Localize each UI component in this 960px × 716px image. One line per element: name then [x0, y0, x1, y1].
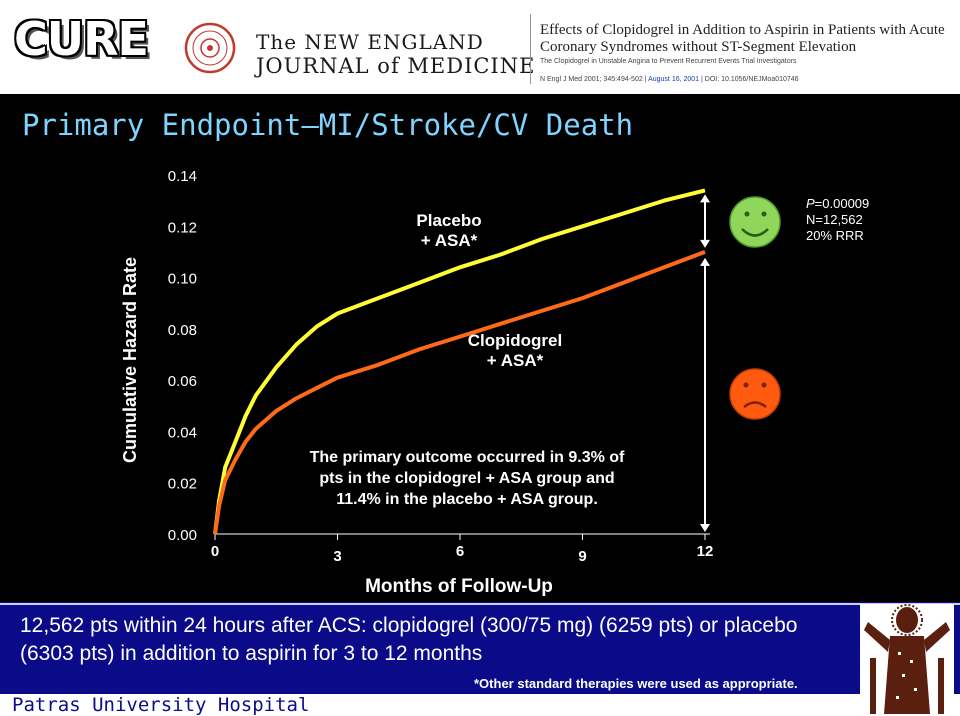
citation-doi: | DOI: 10.1056/NEJMoa010746	[701, 76, 799, 83]
article-citation: N Engl J Med 2001; 345:494-502 | August …	[540, 76, 799, 83]
header-divider	[530, 14, 531, 84]
citation-date: August 16, 2001	[648, 76, 700, 83]
frown-eye	[743, 382, 749, 388]
slide-title: Primary Endpoint—MI/Stroke/CV Death	[22, 108, 634, 142]
citation-journal: N Engl J Med 2001; 345:494-502 |	[540, 76, 647, 83]
journal-title: The NEW ENGLAND JOURNAL of MEDICINE	[256, 30, 535, 78]
arrowhead-up	[700, 257, 710, 266]
footnote: *Other standard therapies were used as a…	[474, 676, 798, 691]
outcome-annotation: The primary outcome occurred in 9.3% of	[310, 449, 625, 466]
frown-mouth	[743, 401, 767, 408]
smiley-eye	[761, 211, 767, 217]
p-label: P	[806, 196, 815, 211]
header-bar	[0, 0, 960, 94]
reference-author: Yusuf S et al.	[474, 696, 559, 711]
hazard-chart: 0.14 0.12 0.10 0.08 0.06 0.04 0.02 0.00 0 3 6 9 12 Mo…	[120, 168, 781, 597]
arrowhead-up	[700, 194, 710, 203]
hospital-name: Patras University Hospital	[12, 694, 310, 716]
y-tick-label: 0.04	[168, 424, 197, 441]
placebo-label: + ASA*	[421, 231, 478, 250]
y-tick-label: 0.00	[168, 527, 197, 544]
nejm-seal-icon	[184, 22, 236, 74]
clopidogrel-label: Clopidogrel	[468, 331, 562, 350]
clopidogrel-curve	[213, 250, 706, 535]
article-title: Effects of Clopidogrel in Addition to As…	[540, 22, 945, 55]
reference: Yusuf S et al. N Engl J Med. 2001;345:49…	[474, 696, 758, 711]
x-tick-label: 3	[333, 548, 341, 565]
x-tick-label: 6	[456, 543, 464, 560]
outcome-annotation: 11.4% in the placebo + ASA group.	[336, 491, 598, 508]
y-tick-label: 0.14	[168, 168, 197, 185]
description-panel	[0, 602, 960, 694]
hospital-bar	[0, 694, 960, 716]
apostle-figure-icon	[860, 604, 954, 716]
reference-journal: N Engl J Med.	[558, 696, 644, 711]
frown-eye	[761, 382, 767, 388]
sample-size: N=12,562	[806, 212, 863, 227]
outcome-annotation: pts in the clopidogrel + ASA group and	[319, 470, 614, 487]
x-axis-title: Months of Follow-Up	[365, 576, 553, 597]
y-tick-label: 0.12	[168, 219, 197, 236]
cure-logo: CURE	[14, 12, 149, 66]
y-tick-label: 0.02	[168, 476, 197, 493]
reference-details: 2001;345:494-502.	[643, 696, 758, 711]
panel-divider	[0, 603, 960, 605]
x-tick-label: 9	[578, 548, 586, 565]
placebo-curve	[213, 188, 706, 535]
article-subtitle: The Clopidogrel in Unstable Angina to Pr…	[540, 58, 797, 65]
journal-title-line1: The NEW ENGLAND	[256, 30, 484, 54]
relative-risk-reduction: 20% RRR	[806, 228, 864, 243]
arrowhead-down	[700, 524, 710, 532]
x-tick-label: 12	[697, 543, 714, 560]
y-tick-label: 0.06	[168, 373, 197, 390]
p-number: =0.00009	[814, 196, 870, 211]
journal-title-line2: JOURNAL of MEDICINE	[256, 54, 536, 78]
arrowhead-down	[700, 239, 710, 248]
stats-box: P=0.00009 N=12,562 20% RRR	[806, 196, 869, 244]
y-tick-label: 0.10	[168, 271, 197, 288]
clopidogrel-label: + ASA*	[487, 351, 544, 370]
p-value: P=0.00009	[806, 196, 869, 212]
y-tick-label: 0.08	[168, 322, 197, 339]
placebo-label: Placebo	[416, 211, 481, 230]
smiley-eye	[744, 211, 750, 217]
x-tick-label: 0	[211, 543, 219, 560]
y-axis-title: Cumulative Hazard Rate	[120, 257, 140, 463]
smiley-mouth	[741, 228, 769, 237]
smiley-face-icon	[729, 196, 781, 248]
frown-face-icon	[729, 368, 781, 420]
trial-description: 12,562 pts within 24 hours after ACS: cl…	[20, 614, 798, 665]
